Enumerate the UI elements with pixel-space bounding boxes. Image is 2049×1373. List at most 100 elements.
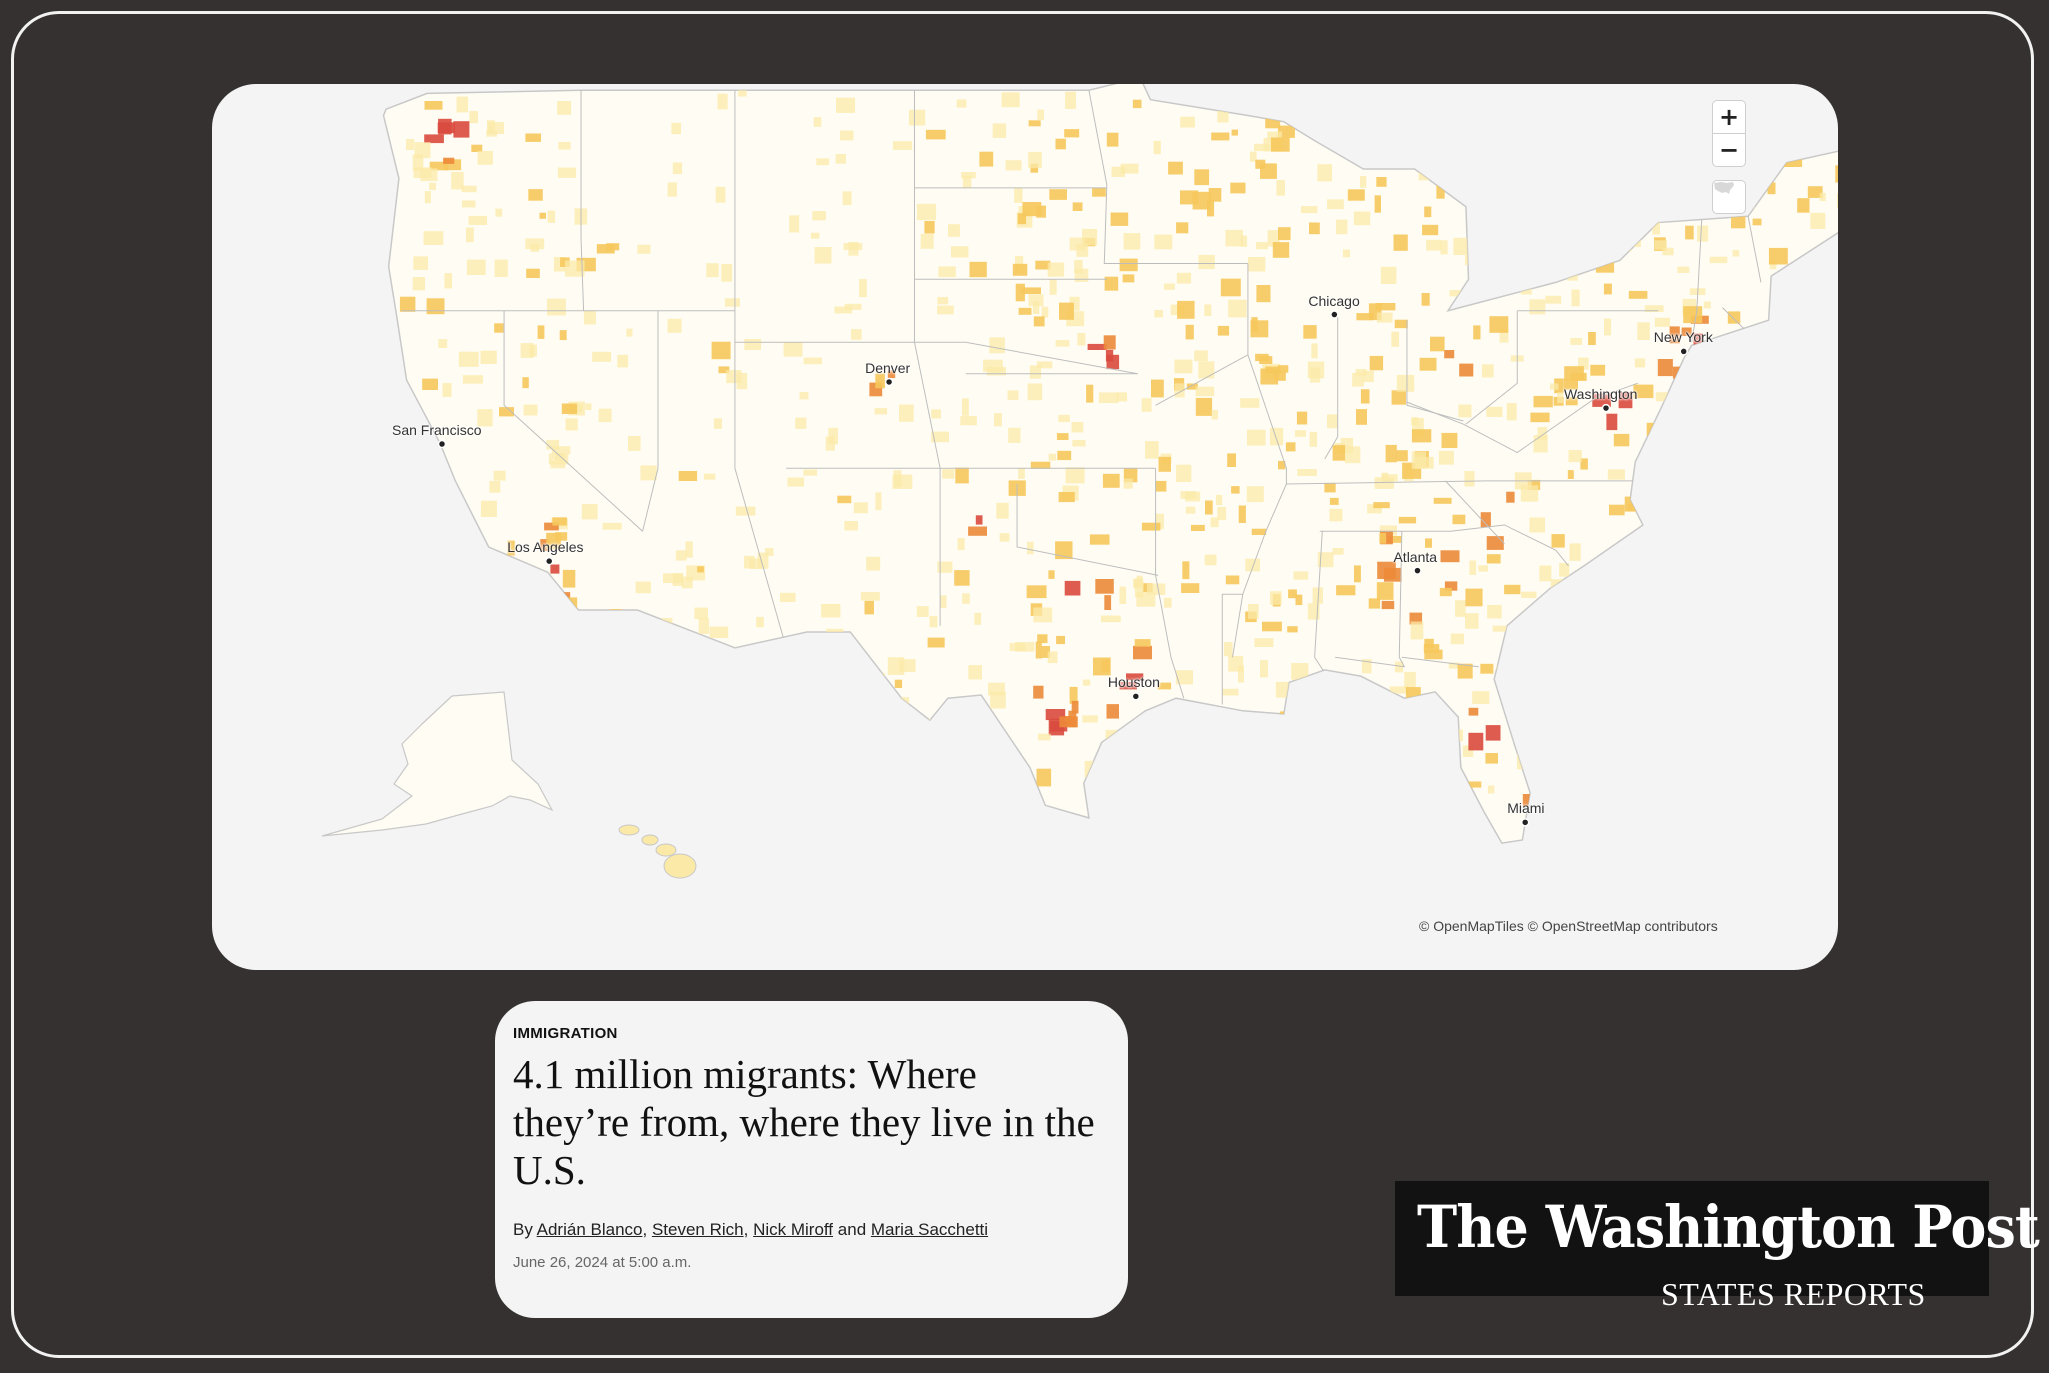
county-shade [1035, 260, 1051, 270]
county-shade [1617, 716, 1635, 735]
county-shade [425, 547, 441, 558]
county-shade [1830, 604, 1838, 622]
county-shade [675, 550, 687, 561]
county-shade [1333, 819, 1353, 834]
county-shade [1356, 409, 1367, 425]
county-shade [1049, 279, 1057, 295]
county-shade [1256, 242, 1268, 250]
county-shade [1271, 825, 1282, 841]
county-shade [1780, 566, 1791, 576]
county-shade [828, 427, 838, 445]
county-shade [1386, 536, 1402, 543]
county-shade [1664, 783, 1675, 793]
county-shade [1571, 289, 1580, 307]
county-shade [1393, 234, 1408, 251]
map-card[interactable]: + − San Francisco Los Angeles Denver Chicag… [212, 84, 1838, 970]
county-shade [992, 123, 1007, 138]
county-shade [678, 471, 698, 481]
county-shade [486, 629, 502, 643]
zoom-out-button[interactable]: − [1712, 133, 1746, 167]
county-shade [1616, 219, 1626, 227]
county-shade [1517, 663, 1528, 670]
county-shade [1307, 603, 1320, 620]
map-attribution[interactable]: © OpenMapTiles © OpenStreetMap contribut… [1419, 918, 1718, 934]
us-map[interactable] [212, 84, 1838, 970]
county-shade [1119, 586, 1127, 604]
county-shade [1055, 340, 1070, 347]
county-shade [1657, 656, 1667, 664]
state-border [580, 90, 585, 311]
county-shade [1723, 584, 1743, 602]
author-link[interactable]: Maria Sacchetti [870, 1220, 989, 1239]
author-link[interactable]: Adrián Blanco [536, 1220, 643, 1239]
zoom-in-button[interactable]: + [1712, 100, 1746, 134]
county-shade [1217, 506, 1227, 521]
county-shade [541, 827, 554, 841]
county-shade [1750, 759, 1762, 770]
county-shade [1473, 325, 1481, 340]
county-shade [1477, 257, 1494, 274]
county-shade [803, 357, 822, 365]
county-shade [1537, 427, 1547, 440]
county-shade [1305, 102, 1325, 114]
county-shade [1570, 216, 1590, 233]
county-shade [422, 378, 438, 390]
county-shade [1381, 474, 1398, 482]
county-shade [447, 660, 467, 671]
county-shade [1436, 181, 1445, 199]
county-shade [635, 581, 651, 594]
county-shade [695, 699, 713, 714]
county-shade [1607, 469, 1625, 480]
county-shade [1110, 212, 1129, 226]
county-shade [1329, 497, 1339, 505]
county-shade [438, 118, 452, 135]
county-shade [1651, 149, 1659, 168]
author-link[interactable]: Steven Rich [651, 1220, 744, 1239]
author-link[interactable]: Nick Miroff [753, 1220, 834, 1239]
county-shade [546, 532, 561, 550]
county-shade [1662, 247, 1674, 256]
county-shade [1807, 379, 1824, 392]
county-shade [1360, 176, 1367, 188]
article-headline[interactable]: 4.1 million migrants: Where they’re from… [513, 1051, 1095, 1193]
county-shade [1678, 703, 1686, 712]
county-shade [969, 261, 987, 278]
county-shade [961, 172, 976, 179]
county-shade [1444, 581, 1458, 591]
county-shade [1720, 575, 1728, 587]
state-border [1401, 656, 1479, 668]
county-shade [1238, 665, 1244, 683]
county-shade [1496, 667, 1510, 680]
county-shade [1174, 359, 1193, 374]
county-shade [1329, 508, 1343, 522]
county-shade [1309, 738, 1325, 749]
reset-view-button[interactable] [1712, 180, 1746, 214]
county-shade [1269, 727, 1285, 737]
county-shade [394, 436, 414, 450]
county-shade [1126, 673, 1144, 681]
county-shade [1550, 579, 1566, 589]
county-shade [1133, 645, 1152, 660]
county-shade [1211, 132, 1230, 141]
article-card[interactable]: IMMIGRATION 4.1 million migrants: Where … [495, 1001, 1128, 1318]
brand-logo: The Washington Post STATES REPORTS [1395, 1181, 2040, 1312]
county-shade [1655, 392, 1668, 402]
county-shade [1735, 798, 1752, 810]
county-shade [1757, 625, 1777, 644]
article-kicker[interactable]: IMMIGRATION [513, 1025, 618, 1042]
county-shade [1822, 808, 1834, 816]
county-shade [1028, 120, 1041, 127]
county-shade [1436, 760, 1457, 768]
county-shade [1469, 560, 1477, 575]
county-shade [558, 142, 571, 150]
county-shade [1352, 372, 1364, 387]
county-shade [507, 709, 518, 724]
county-shade [1174, 735, 1193, 748]
county-shade [1595, 777, 1606, 789]
county-shade [908, 109, 926, 126]
county-shade [1450, 633, 1464, 645]
county-shade [1567, 470, 1574, 479]
county-shade [1336, 585, 1356, 596]
county-shade [960, 416, 977, 426]
county-shade [1176, 272, 1192, 284]
